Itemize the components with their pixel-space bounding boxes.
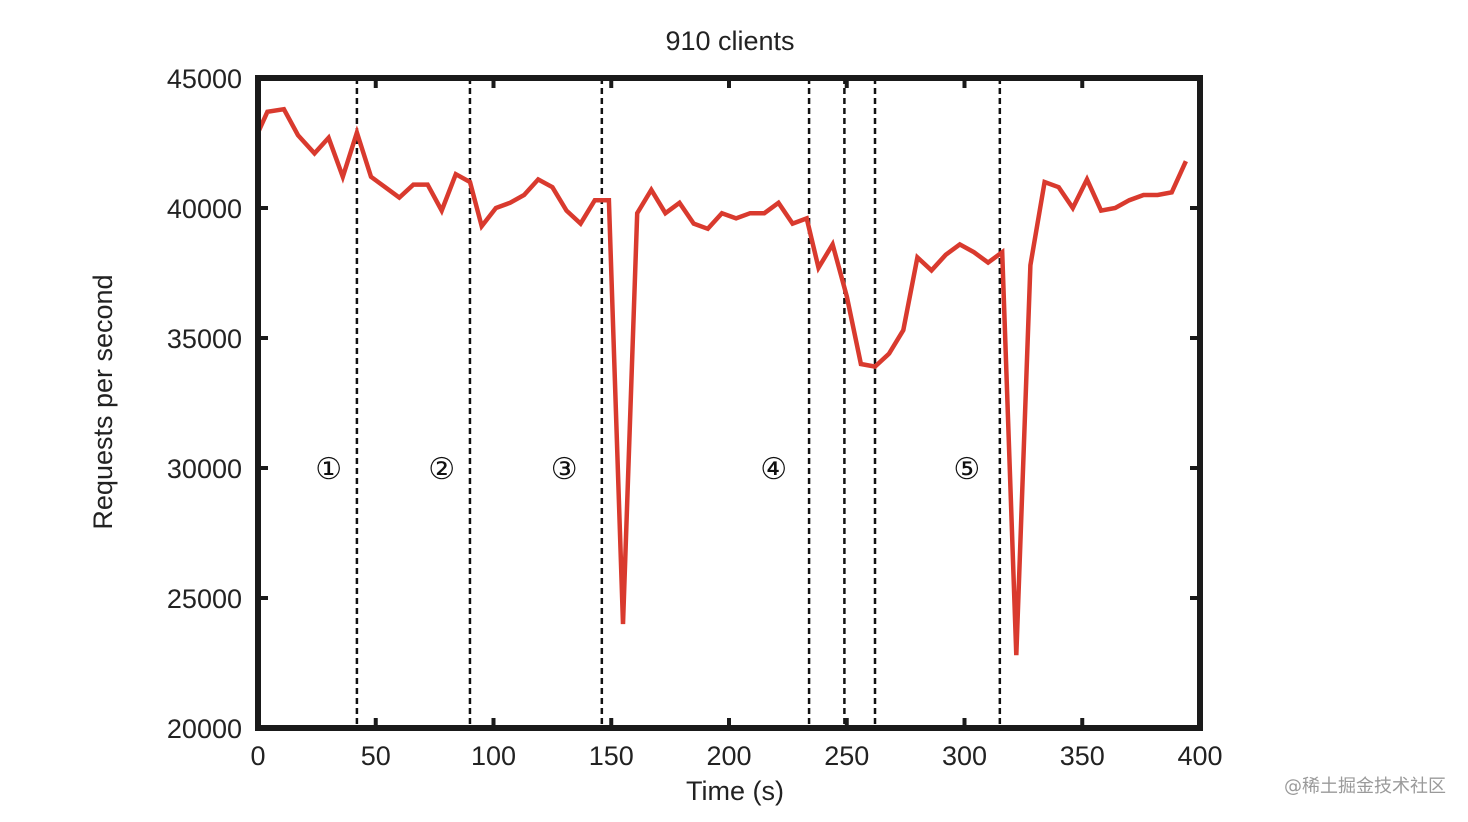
x-axis-label: Time (s): [686, 776, 784, 806]
x-tick-label: 300: [942, 741, 987, 771]
y-tick-label: 45000: [167, 64, 242, 94]
x-tick-label: 350: [1060, 741, 1105, 771]
x-tick-label: 200: [706, 741, 751, 771]
series-line: [255, 106, 1188, 656]
x-tick-label: 150: [589, 741, 634, 771]
y-tick-label: 30000: [167, 454, 242, 484]
x-tick-label: 0: [250, 741, 265, 771]
plot-area: 0 50 100 150 200 250 300 350 400 20000 25000 30000 3…: [167, 64, 1223, 771]
phase-label: ①: [315, 452, 342, 487]
watermark: @稀土掘金技术社区: [1284, 776, 1446, 797]
y-tick-label: 20000: [167, 714, 242, 744]
x-tick-label: 50: [361, 741, 391, 771]
phase-label: ②: [428, 452, 455, 487]
y-tick-label: 35000: [167, 324, 242, 354]
phase-label: ④: [760, 452, 787, 487]
x-tick-label: 400: [1177, 741, 1222, 771]
x-tick-label: 250: [824, 741, 869, 771]
phase-label: ③: [551, 452, 578, 487]
y-axis-label: Requests per second: [88, 274, 118, 529]
phase-label: ⑤: [953, 452, 980, 487]
y-tick-label: 25000: [167, 584, 242, 614]
y-tick-label: 40000: [167, 194, 242, 224]
x-tick-label: 100: [471, 741, 516, 771]
chart-title: 910 clients: [665, 26, 794, 56]
plot-frame: [255, 75, 1203, 731]
